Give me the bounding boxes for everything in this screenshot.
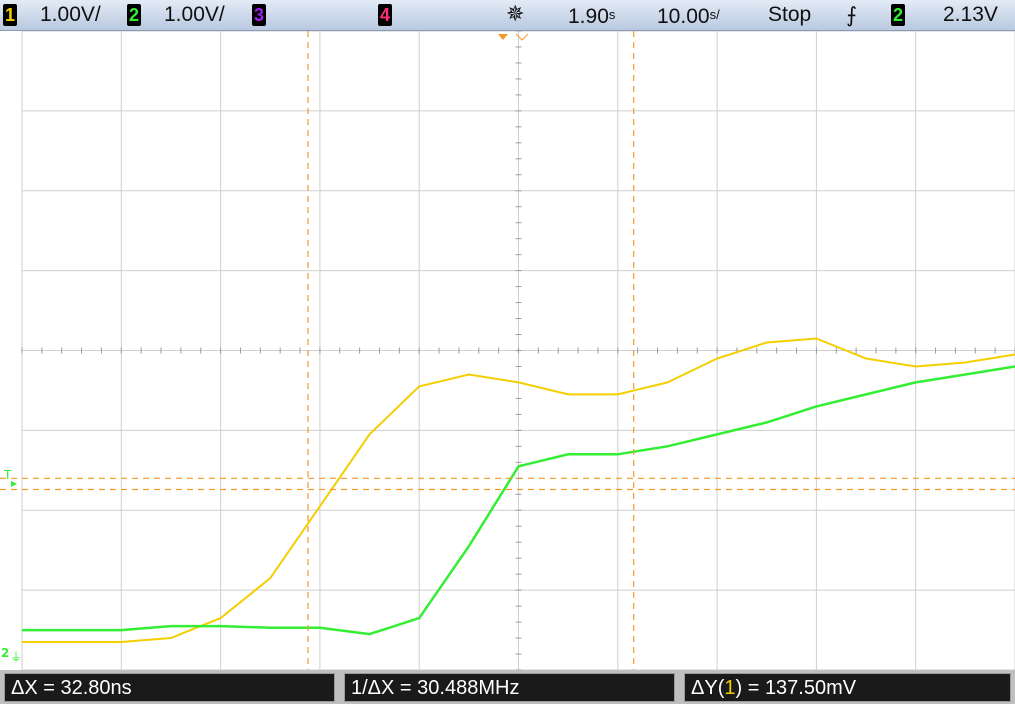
status-bar: 1 1.00V/ 2 1.00V/ 3 4 ✵ 1.90s 10.00s/ St…: [0, 0, 1015, 31]
channel-1-scale[interactable]: 1.00V/: [40, 3, 101, 26]
channel-3-badge[interactable]: 3: [252, 4, 266, 26]
graticule: [21, 31, 1015, 670]
trigger-level[interactable]: 2.13V: [943, 3, 998, 26]
channel-4-badge[interactable]: 4: [378, 4, 392, 26]
channel-2-trace: [22, 365, 1015, 636]
cursor-lines[interactable]: [0, 31, 1015, 670]
trigger-level-arrow-icon: ▸: [11, 476, 18, 490]
delta-x-readout[interactable]: ΔX = 32.80ns: [4, 673, 335, 702]
run-state[interactable]: Stop: [768, 3, 812, 26]
delta-y-readout[interactable]: ΔY(1) = 137.50mV: [684, 673, 1011, 702]
trigger-source-badge[interactable]: 2: [891, 4, 905, 26]
channel-1-badge[interactable]: 1: [3, 4, 17, 26]
measurement-bar: ΔX = 32.80ns 1/ΔX = 30.488MHz ΔY(1) = 13…: [0, 670, 1015, 704]
channel-2-badge[interactable]: 2: [127, 4, 141, 26]
waveform-display[interactable]: [0, 31, 1015, 670]
channel-2-scale[interactable]: 1.00V/: [164, 3, 225, 26]
trigger-reference-icon: [515, 33, 529, 41]
sparkle-icon: ✵: [506, 2, 525, 27]
orange-triangle-icon: [498, 34, 508, 40]
trigger-position[interactable]: 1.90s: [568, 5, 616, 28]
inverse-delta-x-readout[interactable]: 1/ΔX = 30.488MHz: [344, 673, 675, 702]
timebase-scale[interactable]: 10.00s/: [657, 5, 720, 28]
channel-2-ground-marker: 2: [1, 646, 10, 660]
ground-icon: ⏚: [10, 650, 23, 664]
channel-1-trace: [22, 337, 1015, 643]
trigger-level-marker: T: [4, 468, 12, 482]
rising-edge-icon: ⨍: [846, 3, 857, 27]
